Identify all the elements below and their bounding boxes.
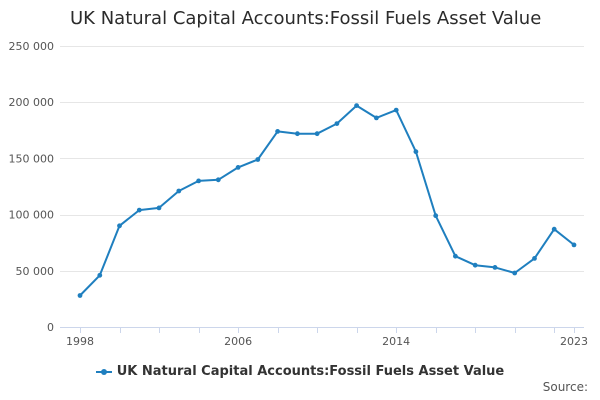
x-tick-label: 2023 <box>560 335 588 348</box>
source-credit[interactable]: Source: <box>542 380 588 394</box>
data-point[interactable] <box>532 256 537 261</box>
y-tick-label: 0 <box>47 321 54 334</box>
data-point[interactable] <box>176 188 182 194</box>
data-point[interactable] <box>117 223 122 229</box>
legend-marker-icon <box>95 367 112 377</box>
data-point[interactable] <box>571 242 577 248</box>
data-point[interactable] <box>275 129 280 134</box>
data-point[interactable] <box>334 121 340 126</box>
data-point[interactable] <box>492 265 498 270</box>
data-point[interactable] <box>295 131 300 137</box>
data-point[interactable] <box>156 205 162 211</box>
series-layer <box>77 103 577 298</box>
data-point[interactable] <box>136 207 142 213</box>
y-tick-label: 50 000 <box>16 265 55 278</box>
data-point[interactable] <box>393 107 399 113</box>
data-point[interactable] <box>472 262 478 268</box>
y-tick-label: 250 000 <box>9 40 55 53</box>
series-line[interactable] <box>79 104 575 297</box>
chart-title: UK Natural Capital Accounts:Fossil Fuels… <box>70 8 542 29</box>
data-point[interactable] <box>196 178 202 184</box>
x-axis <box>60 327 584 333</box>
data-point[interactable] <box>551 226 557 232</box>
data-point[interactable] <box>354 103 359 108</box>
x-tick-label: 2006 <box>224 335 252 348</box>
data-point[interactable] <box>453 253 458 259</box>
x-tick-label: 1998 <box>66 335 94 348</box>
data-point[interactable] <box>374 115 379 121</box>
x-axis-tick-labels: 1998 2006 2014 2023 <box>66 335 588 348</box>
data-point[interactable] <box>433 213 439 219</box>
legend-label[interactable]: UK Natural Capital Accounts:Fossil Fuels… <box>116 364 505 379</box>
data-point[interactable] <box>314 131 320 137</box>
data-point[interactable] <box>97 272 103 278</box>
y-tick-label: 100 000 <box>9 209 55 222</box>
x-tick-label: 2014 <box>382 335 410 348</box>
data-point[interactable] <box>512 270 518 276</box>
data-point[interactable] <box>235 165 241 170</box>
y-tick-label: 200 000 <box>9 96 55 109</box>
data-point[interactable] <box>77 293 83 298</box>
data-point[interactable] <box>413 149 419 155</box>
legend[interactable]: UK Natural Capital Accounts:Fossil Fuels… <box>0 364 600 379</box>
y-tick-label: 150 000 <box>9 152 55 165</box>
gridlines <box>60 46 584 272</box>
y-axis-tick-labels: 0 50 000 100 000 150 000 200 000 250 000 <box>9 40 55 334</box>
data-point[interactable] <box>215 177 221 183</box>
data-point[interactable] <box>255 157 261 162</box>
